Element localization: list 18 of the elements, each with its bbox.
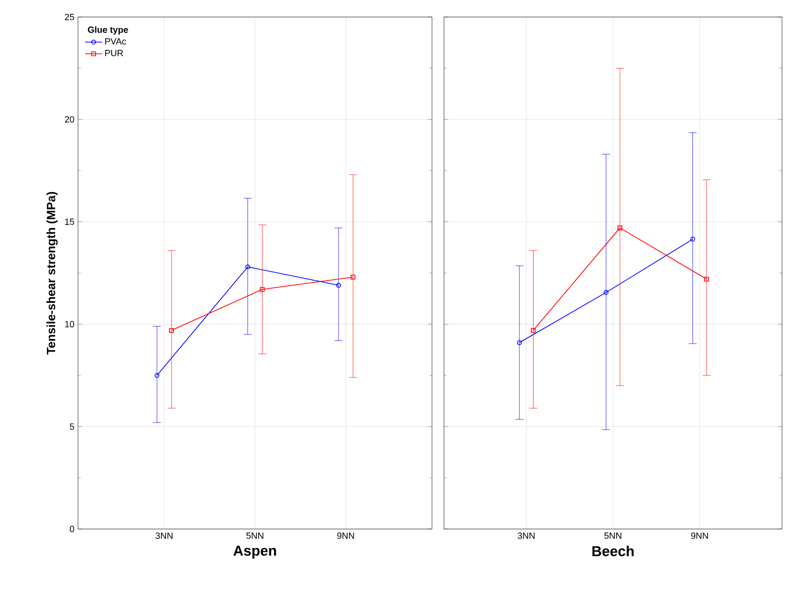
x-tick-label: 5NN [604,532,622,539]
x-axis-title: Beech [592,546,634,556]
x-tick-label: 3NN [518,532,535,539]
y-tick-label: 20 [64,116,74,123]
y-tick-label: 5 [70,423,74,430]
x-axis-title: Aspen [233,546,276,559]
legend-label: PVAc [105,38,126,45]
y-tick-label: 15 [65,218,74,225]
x-tick-label: 3NN [156,532,172,539]
y-tick-label: 25 [64,14,74,20]
x-tick-label: 9NN [691,532,708,539]
x-tick-label: 5NN [246,532,264,539]
y-tick-label: 10 [65,321,74,328]
x-tick-label: 9NN [337,532,354,539]
y-tick-label: 0 [70,526,74,532]
legend-title: Glue type [88,26,128,35]
legend-label: PUR [105,50,124,56]
y-axis-title: Tensile-shear strength (MPa) [46,192,58,354]
